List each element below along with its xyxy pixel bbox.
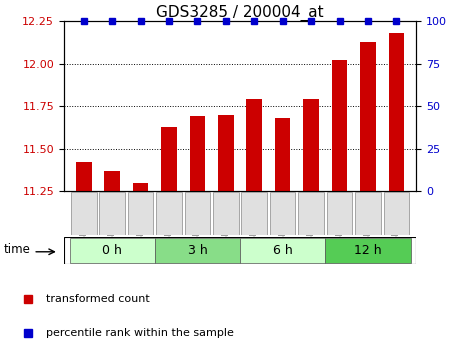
- FancyBboxPatch shape: [99, 192, 125, 234]
- FancyBboxPatch shape: [128, 192, 153, 234]
- Bar: [105, 171, 120, 191]
- Title: GDS3285 / 200004_at: GDS3285 / 200004_at: [156, 5, 324, 21]
- FancyBboxPatch shape: [64, 237, 416, 264]
- FancyBboxPatch shape: [70, 238, 155, 263]
- FancyBboxPatch shape: [156, 192, 182, 234]
- FancyBboxPatch shape: [242, 192, 267, 234]
- Bar: [275, 118, 290, 191]
- FancyBboxPatch shape: [155, 238, 240, 263]
- Text: 12 h: 12 h: [354, 244, 382, 257]
- Text: 3 h: 3 h: [188, 244, 207, 257]
- Text: 0 h: 0 h: [102, 244, 122, 257]
- Bar: [246, 99, 262, 191]
- Bar: [303, 99, 319, 191]
- Bar: [76, 162, 92, 191]
- Bar: [332, 60, 347, 191]
- Text: percentile rank within the sample: percentile rank within the sample: [46, 328, 234, 338]
- FancyBboxPatch shape: [71, 192, 96, 234]
- Bar: [388, 33, 404, 191]
- Bar: [133, 183, 149, 191]
- Text: 6 h: 6 h: [273, 244, 292, 257]
- FancyBboxPatch shape: [270, 192, 296, 234]
- FancyBboxPatch shape: [325, 238, 411, 263]
- Bar: [161, 127, 177, 191]
- FancyBboxPatch shape: [184, 192, 210, 234]
- FancyBboxPatch shape: [298, 192, 324, 234]
- FancyBboxPatch shape: [240, 238, 325, 263]
- Text: transformed count: transformed count: [46, 295, 149, 304]
- Bar: [190, 116, 205, 191]
- FancyBboxPatch shape: [384, 192, 409, 234]
- FancyBboxPatch shape: [213, 192, 238, 234]
- Text: time: time: [3, 242, 30, 256]
- Bar: [218, 115, 234, 191]
- FancyBboxPatch shape: [327, 192, 352, 234]
- FancyBboxPatch shape: [355, 192, 381, 234]
- Bar: [360, 42, 376, 191]
